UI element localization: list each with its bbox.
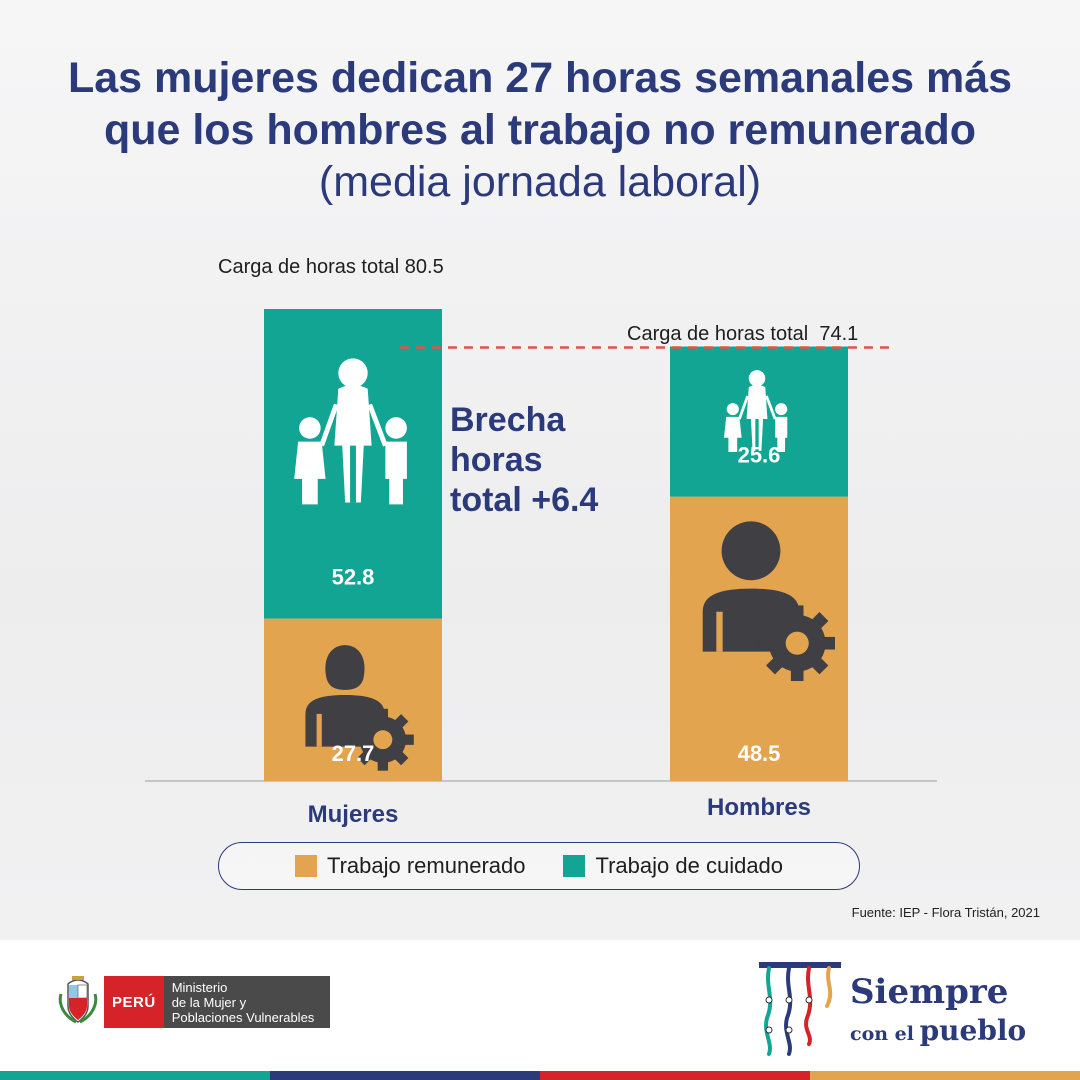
gap-line-3: total +6.4 xyxy=(450,481,599,519)
family-icon-mujeres xyxy=(294,358,407,505)
color-strip xyxy=(0,1071,1080,1080)
color-strip-1 xyxy=(0,1071,270,1080)
value-label-remunerado-mujeres: 27.7 xyxy=(332,741,375,766)
value-label-cuidado-mujeres: 52.8 xyxy=(332,565,375,590)
color-strip-4 xyxy=(810,1071,1080,1080)
slogan-line-2b: pueblo xyxy=(919,1014,1027,1047)
slogan-line-1: Siempre xyxy=(850,972,1009,1012)
peru-label: PERÚ xyxy=(104,976,164,1028)
legend-label-remunerado: Trabajo remunerado xyxy=(326,853,526,878)
color-strip-3 xyxy=(540,1071,810,1080)
source-note: Fuente: IEP - Flora Tristán, 2021 xyxy=(851,905,1040,920)
title-normal: (media jornada laboral) xyxy=(318,158,762,206)
coat-of-arms-icon xyxy=(58,976,98,1024)
value-label-cuidado-hombres: 25.6 xyxy=(738,443,781,468)
chart-title: Las mujeres dedican 27 horas semanales m… xyxy=(40,52,1040,208)
total-label-mujeres: Carga de horas total 80.5 xyxy=(218,256,444,278)
ministry-name: Ministerio de la Mujer y Poblaciones Vul… xyxy=(163,976,330,1028)
stacked-bar-chart: 52.8 27.7 Mujeres 25.6 48.5 Hombres xyxy=(145,309,937,828)
category-label-mujeres: Mujeres xyxy=(308,801,399,828)
ministry-line-3: Poblaciones Vulnerables xyxy=(171,1009,315,1025)
category-label-hombres: Hombres xyxy=(707,794,811,821)
knots-icon xyxy=(759,962,841,1056)
ministry-line-1: Ministerio xyxy=(171,979,228,995)
ministry-line-2: de la Mujer y xyxy=(171,994,247,1010)
footer: PERÚ Ministerio de la Mujer y Poblacione… xyxy=(0,940,1080,1080)
gap-line-1: Brecha xyxy=(450,401,566,439)
ministry-logo: PERÚ Ministerio de la Mujer y Poblacione… xyxy=(58,976,330,1028)
family-icon-hombres xyxy=(724,370,788,453)
legend-label-cuidado: Trabajo de cuidado xyxy=(595,853,784,878)
man-worker-icon-hombres xyxy=(702,521,835,682)
value-label-remunerado-hombres: 48.5 xyxy=(738,741,781,766)
slogan-line-2a: con el xyxy=(850,1023,914,1045)
woman-worker-icon-mujeres xyxy=(305,645,414,771)
legend-swatch-cuidado xyxy=(563,855,586,877)
legend-item-remunerado: Trabajo remunerado xyxy=(294,853,526,879)
legend: Trabajo remunerado Trabajo de cuidado xyxy=(218,842,860,890)
gap-line-2: horas xyxy=(450,441,543,479)
color-strip-2 xyxy=(270,1071,540,1080)
slogan-line-2: con el pueblo xyxy=(850,1014,1026,1047)
legend-swatch-remunerado xyxy=(294,855,317,877)
total-label-hombres: Carga de horas total 74.1 xyxy=(627,323,859,345)
gap-annotation: Brecha horas total +6.4 xyxy=(450,400,690,520)
slogan-logo: Siempre con el pueblo xyxy=(755,958,1026,1068)
title-bold: Las mujeres dedican 27 horas semanales m… xyxy=(67,54,1013,154)
legend-item-cuidado: Trabajo de cuidado xyxy=(563,853,783,879)
